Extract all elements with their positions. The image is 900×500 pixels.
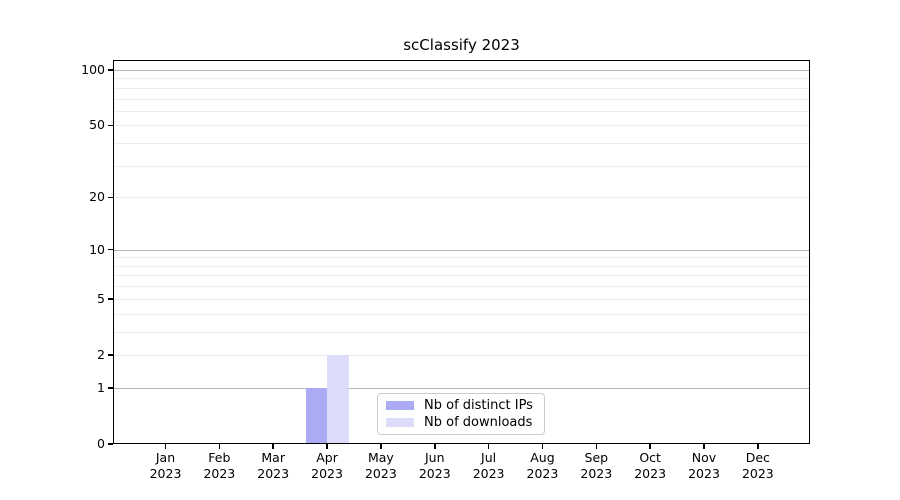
x-tick-mark — [649, 444, 651, 449]
x-tick-mark — [703, 444, 705, 449]
y-minor-gridline — [113, 110, 810, 112]
bar-distinct-ips — [305, 387, 328, 444]
x-tick-mark — [757, 444, 759, 449]
x-tick-mark — [595, 444, 598, 449]
y-tick-label: 0 — [97, 436, 105, 451]
y-tick-mark — [108, 443, 113, 445]
y-minor-gridline — [113, 354, 810, 356]
legend-swatch-downloads — [386, 417, 414, 428]
y-tick-mark — [108, 387, 113, 389]
y-major-gridline — [113, 70, 810, 72]
y-tick-mark — [108, 354, 113, 356]
y-minor-gridline — [113, 257, 810, 259]
y-tick-mark — [108, 298, 113, 300]
y-minor-gridline — [113, 286, 810, 288]
y-minor-gridline — [113, 78, 810, 80]
x-tick-label: Jun 2023 — [418, 450, 451, 481]
y-major-gridline — [113, 249, 810, 251]
legend: Nb of distinct IPs Nb of downloads — [377, 393, 545, 435]
x-tick-label: Sep 2023 — [580, 450, 613, 481]
y-tick-label: 50 — [89, 117, 105, 133]
legend-row-distinct-ips: Nb of distinct IPs — [386, 398, 536, 413]
x-tick-label: Feb 2023 — [203, 450, 236, 481]
y-minor-gridline — [113, 265, 810, 267]
y-minor-gridline — [113, 87, 810, 89]
x-tick-mark — [218, 444, 221, 449]
x-tick-mark — [326, 444, 328, 449]
x-tick-label: Nov 2023 — [688, 450, 720, 481]
y-minor-gridline — [113, 143, 810, 145]
y-minor-gridline — [113, 197, 810, 199]
y-minor-gridline — [113, 275, 810, 277]
y-tick-mark — [108, 69, 113, 71]
x-tick-label: May 2023 — [364, 450, 397, 481]
x-tick-mark — [541, 444, 544, 449]
y-tick-label: 20 — [89, 189, 105, 205]
x-tick-label: Oct 2023 — [634, 450, 667, 481]
y-tick-mark — [108, 124, 113, 127]
y-minor-gridline — [113, 125, 810, 127]
y-major-gridline — [113, 387, 810, 390]
x-tick-mark — [380, 444, 382, 449]
legend-row-downloads: Nb of downloads — [386, 415, 536, 430]
x-tick-mark — [272, 444, 274, 449]
y-tick-mark — [108, 248, 113, 251]
y-minor-gridline — [113, 313, 810, 315]
legend-label-downloads: Nb of downloads — [424, 415, 533, 430]
legend-label-distinct-ips: Nb of distinct IPs — [424, 398, 533, 413]
x-tick-label: Jan 2023 — [149, 450, 182, 481]
y-minor-gridline — [113, 298, 810, 300]
x-tick-mark — [164, 444, 167, 449]
y-minor-gridline — [113, 165, 810, 167]
x-tick-label: Dec 2023 — [741, 450, 774, 481]
plot-area — [113, 60, 810, 444]
y-tick-label: 1 — [97, 379, 105, 395]
y-tick-label: 5 — [97, 290, 105, 306]
x-tick-mark — [434, 444, 436, 449]
y-tick-label: 10 — [89, 241, 105, 257]
x-tick-label: Jul 2023 — [472, 450, 505, 481]
bar-downloads — [327, 354, 349, 444]
y-tick-label: 2 — [97, 346, 105, 362]
y-tick-label: 100 — [81, 62, 105, 77]
chart-title: scClassify 2023 — [403, 36, 520, 54]
y-minor-gridline — [113, 331, 810, 333]
x-tick-label: Aug 2023 — [526, 450, 559, 481]
y-minor-gridline — [113, 98, 810, 100]
legend-swatch-distinct-ips — [386, 400, 414, 411]
x-tick-mark — [487, 444, 490, 449]
y-tick-mark — [108, 196, 113, 199]
x-tick-label: Mar 2023 — [257, 450, 290, 481]
x-tick-label: Apr 2023 — [311, 450, 343, 481]
